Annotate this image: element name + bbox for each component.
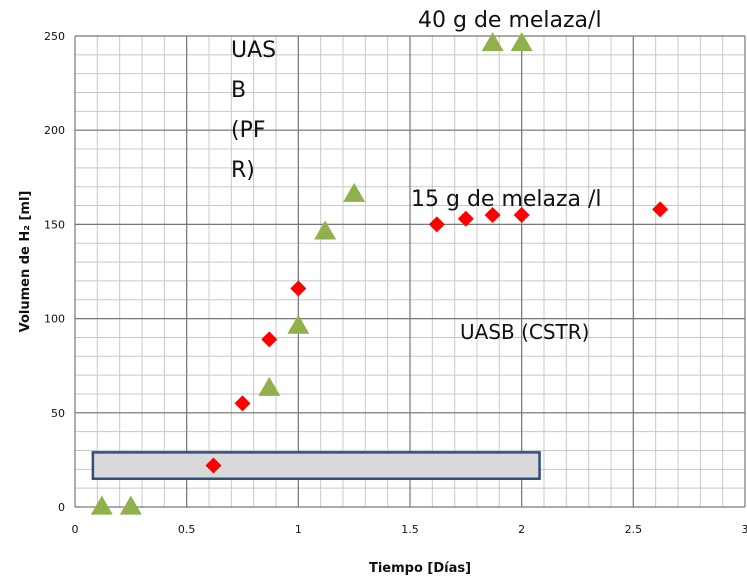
x-axis-title: Tiempo [Días] <box>369 561 471 576</box>
y-tick-label: 50 <box>51 407 65 420</box>
x-tick-label: 1.5 <box>401 523 419 536</box>
x-tick-label: 0.5 <box>178 523 196 536</box>
triangle-point <box>90 495 113 515</box>
x-tick-label: 0 <box>72 523 79 536</box>
label-15g: 15 g de melaza /l <box>411 187 602 212</box>
diamond-point <box>457 210 474 227</box>
triangle-point <box>481 32 504 52</box>
x-tick-label: 2 <box>518 523 525 536</box>
triangle-point <box>343 182 366 202</box>
uasb-pfr-label-line: UAS <box>231 38 276 63</box>
diamond-point <box>290 280 307 297</box>
diamond-point <box>652 201 669 218</box>
y-tick-label: 200 <box>44 124 65 137</box>
x-tick-label: 3 <box>742 523 747 536</box>
diamond-point <box>428 216 445 233</box>
y-tick-label: 250 <box>44 30 65 43</box>
y-tick-label: 150 <box>44 218 65 231</box>
label-40g: 40 g de melaza/l <box>418 8 602 33</box>
uasb-pfr-label-line: B <box>231 78 246 103</box>
triangle-point <box>287 314 310 334</box>
diamond-point <box>205 457 222 474</box>
y-axis-title: Volumen de H₂ [ml] <box>18 191 33 333</box>
triangle-point <box>258 376 281 396</box>
triangle-point <box>314 220 337 240</box>
diamond-point <box>513 206 530 223</box>
triangle-point <box>510 32 533 52</box>
diamond-point <box>261 331 278 348</box>
y-tick-label: 100 <box>44 313 65 326</box>
label-uasb-cstr: UASB (CSTR) <box>460 320 589 344</box>
y-tick-label: 0 <box>58 501 65 514</box>
x-tick-label: 1 <box>295 523 302 536</box>
triangle-point <box>119 495 142 515</box>
uasb-pfr-label-line: (PF <box>231 118 266 143</box>
highlight-box <box>91 451 541 480</box>
x-tick-label: 2.5 <box>625 523 643 536</box>
diamond-point <box>234 395 251 412</box>
uasb-pfr-label-line: R) <box>231 158 255 183</box>
diamond-point <box>484 206 501 223</box>
